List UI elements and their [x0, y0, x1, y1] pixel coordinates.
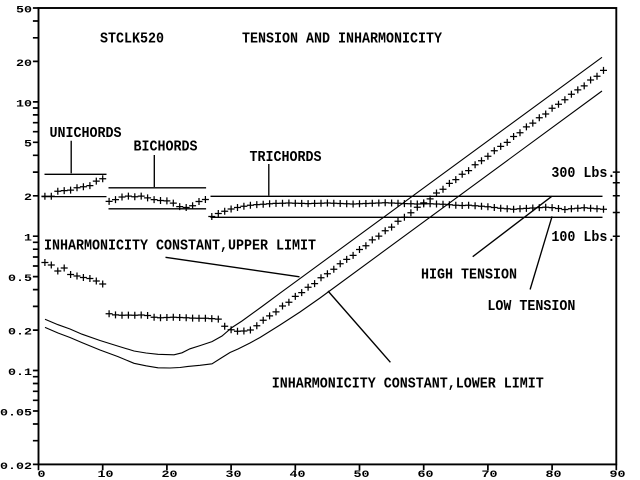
svg-text:10: 10	[16, 98, 32, 110]
svg-text:30: 30	[226, 469, 242, 480]
svg-text:HIGH TENSION: HIGH TENSION	[421, 266, 517, 284]
svg-text:50: 50	[354, 469, 370, 480]
svg-text:0: 0	[38, 469, 46, 480]
svg-text:50: 50	[16, 4, 32, 16]
svg-text:80: 80	[546, 469, 562, 480]
svg-text:20: 20	[16, 58, 32, 70]
svg-text:TENSION AND INHARMONICITY: TENSION AND INHARMONICITY	[242, 29, 443, 47]
svg-text:INHARMONICITY CONSTANT,UPPER L: INHARMONICITY CONSTANT,UPPER LIMIT	[44, 236, 316, 254]
svg-text:0.5: 0.5	[8, 273, 32, 285]
svg-text:LOW TENSION: LOW TENSION	[487, 297, 575, 315]
svg-text:UNICHORDS: UNICHORDS	[50, 124, 122, 142]
svg-text:10: 10	[98, 469, 114, 480]
svg-text:60: 60	[418, 469, 434, 480]
svg-text:0.05: 0.05	[0, 407, 32, 419]
svg-text:70: 70	[482, 469, 498, 480]
svg-text:BICHORDS: BICHORDS	[134, 137, 198, 155]
svg-text:40: 40	[290, 469, 306, 480]
svg-text:0.02: 0.02	[0, 461, 32, 473]
svg-text:1: 1	[24, 233, 32, 245]
svg-text:5: 5	[24, 139, 32, 151]
svg-text:0.1: 0.1	[8, 367, 32, 379]
svg-text:0.2: 0.2	[8, 327, 32, 339]
svg-text:90: 90	[610, 469, 626, 480]
svg-text:2: 2	[24, 192, 32, 204]
svg-text:STCLK520: STCLK520	[100, 29, 164, 47]
svg-text:100 Lbs.: 100 Lbs.	[551, 228, 615, 246]
svg-text:TRICHORDS: TRICHORDS	[250, 148, 322, 166]
svg-text:20: 20	[162, 469, 178, 480]
svg-text:INHARMONICITY CONSTANT,LOWER L: INHARMONICITY CONSTANT,LOWER LIMIT	[272, 374, 544, 392]
svg-text:300 Lbs.: 300 Lbs.	[551, 164, 615, 182]
